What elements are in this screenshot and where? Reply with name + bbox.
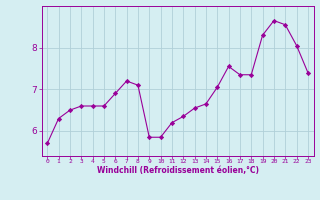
X-axis label: Windchill (Refroidissement éolien,°C): Windchill (Refroidissement éolien,°C) [97, 166, 259, 175]
